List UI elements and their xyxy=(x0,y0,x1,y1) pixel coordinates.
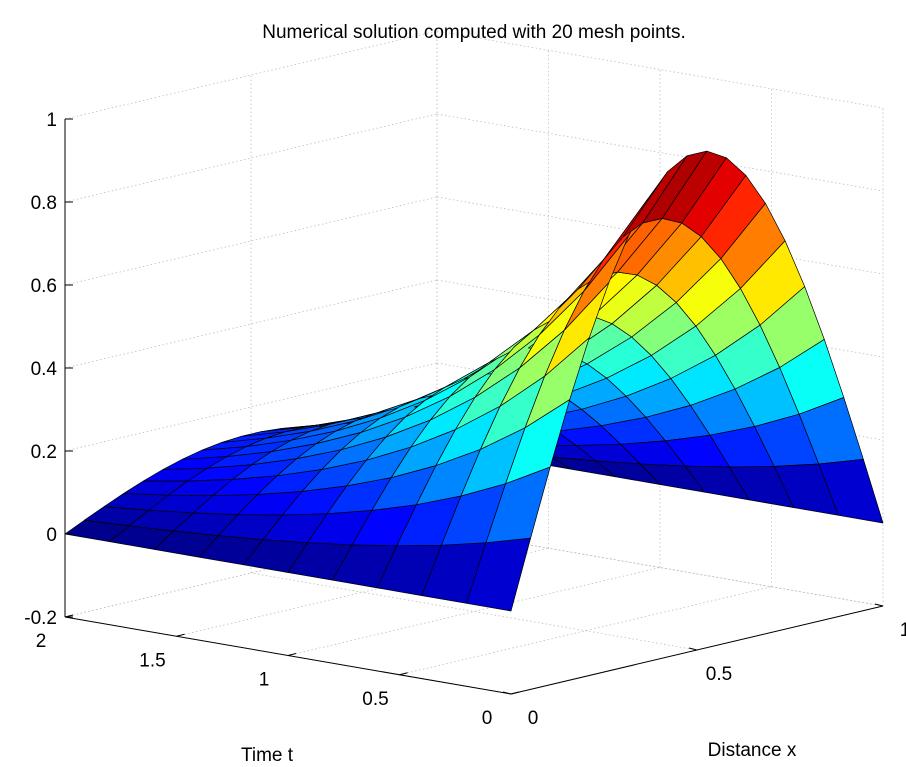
z-tick-label: 0 xyxy=(46,525,57,546)
z-tick-label: 0.4 xyxy=(31,359,58,380)
y-tick xyxy=(176,633,185,637)
grid-line-z-side xyxy=(436,528,884,607)
y-tick-label: 1.5 xyxy=(139,650,165,671)
x-tick xyxy=(688,647,698,651)
grid-line-z-side xyxy=(436,196,884,275)
grid-line-x-floor xyxy=(250,572,698,651)
x-tick xyxy=(874,603,884,607)
chart-title: Numerical solution computed with 20 mesh… xyxy=(262,22,685,43)
x-tick-label: 0 xyxy=(528,708,539,729)
surface-layer xyxy=(64,150,884,612)
z-tick-label: -0.2 xyxy=(24,608,57,629)
z-tick-label: 0.2 xyxy=(31,442,57,463)
z-tick-label: 1 xyxy=(46,110,57,131)
x-axis-label: Distance x xyxy=(708,740,797,761)
y-tick-label: 0 xyxy=(482,708,493,729)
surface-patch xyxy=(818,458,884,524)
z-tick-label: 0.6 xyxy=(31,276,57,297)
x-tick-label: 0.5 xyxy=(706,664,732,685)
y-tick-label: 0.5 xyxy=(362,689,388,710)
y-tick xyxy=(399,672,408,676)
y-tick xyxy=(510,691,520,695)
y-tick xyxy=(64,614,74,618)
y-axis-label: Time t xyxy=(241,745,294,766)
grid-line-z-side xyxy=(436,113,884,192)
y-tick-label: 1 xyxy=(259,670,270,691)
x-tick-label: 1 xyxy=(900,620,906,641)
grid-line-z-side xyxy=(436,30,884,109)
y-tick-label: 2 xyxy=(36,631,47,652)
axis-layer: -0.2 0 0.2 0.4 0.6 0.8 1 0 0.5 1 1.5 2 0 0.5 1 xyxy=(24,110,906,729)
y-tick xyxy=(287,653,297,656)
z-tick-label: 0.8 xyxy=(31,193,57,214)
x-tick xyxy=(502,691,512,695)
